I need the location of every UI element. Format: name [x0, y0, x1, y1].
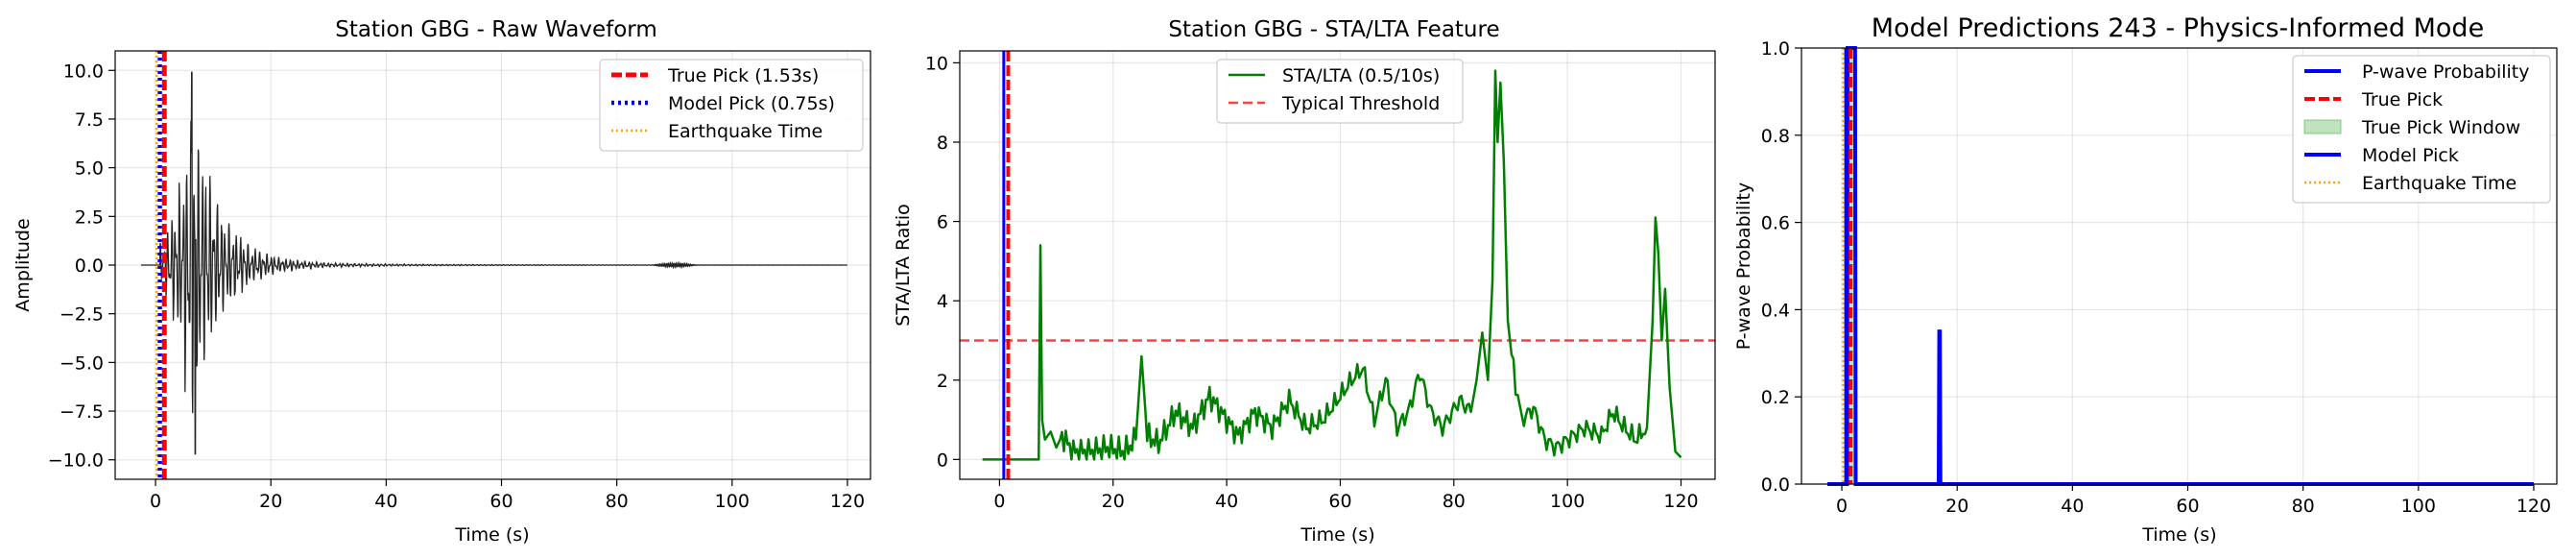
y-tick-label: 8 [937, 133, 948, 154]
panel1-legend: True Pick (1.53s) Model Pick (0.75s) Ear… [599, 59, 864, 152]
x-tick-label: 20 [1102, 491, 1125, 512]
y-tick-label: 2 [937, 371, 948, 392]
legend-threshold-label: Typical Threshold [1281, 93, 1440, 114]
panel-raw-waveform: Station GBG - Raw Waveform 0 20 40 60 80 100 1… [12, 17, 871, 546]
legend-sta-lta-label: STA/LTA (0.5/10s) [1282, 65, 1440, 86]
panel-sta-lta: Station GBG - STA/LTA Feature 0 20 40 60 80 1… [893, 17, 1716, 546]
x-tick-label: 120 [1663, 491, 1698, 512]
x-tick-label: 0 [1836, 496, 1848, 517]
legend-true-pick-label: True Pick (1.53s) [667, 65, 819, 86]
x-tick-label: 0 [993, 491, 1005, 512]
x-tick-label: 40 [2061, 496, 2084, 517]
panel3-xlabel: Time (s) [2141, 524, 2216, 546]
x-tick-label: 100 [715, 491, 750, 512]
panel3-legend: P-wave Probability True Pick True Pick W… [2292, 55, 2551, 204]
x-tick-label: 20 [259, 491, 282, 512]
y-tick-label: −7.5 [60, 401, 104, 423]
legend-earthquake-time-label: Earthquake Time [2362, 173, 2516, 194]
panel3-frame [1801, 47, 2558, 485]
y-tick-label: 0.8 [1761, 126, 1790, 147]
panel1-plot-area [141, 51, 847, 479]
x-tick-label: 80 [2292, 496, 2315, 517]
y-tick-label: 0.6 [1761, 213, 1790, 234]
x-tick-label: 120 [830, 491, 865, 512]
y-tick-label: 0.2 [1761, 387, 1790, 408]
panel1-ticks: 0 20 40 60 80 100 120 −10.0 −7.5 −5.0 −2.5 0.0 2.5 5.… [48, 61, 865, 512]
panel2-ticks: 0 20 40 60 80 100 120 0 2 4 6 8 10 [925, 53, 1699, 512]
panel1-title: Station GBG - Raw Waveform [335, 17, 656, 42]
panel2-plot-area [960, 51, 1715, 479]
y-tick-label: −10.0 [48, 450, 104, 472]
panel3-ylabel: P-wave Probability [1733, 182, 1754, 351]
panel2-title: Station GBG - STA/LTA Feature [1168, 17, 1499, 42]
x-tick-label: 80 [606, 491, 629, 512]
sta-lta-line [982, 69, 1682, 461]
y-tick-label: 1.0 [1761, 38, 1790, 60]
x-tick-label: 0 [150, 491, 161, 512]
y-tick-label: 4 [937, 291, 948, 312]
x-tick-label: 20 [1945, 496, 1968, 517]
legend-window-label: True Pick Window [2361, 117, 2520, 138]
y-tick-label: −5.0 [60, 352, 104, 374]
y-tick-label: 0.0 [1761, 474, 1790, 496]
y-tick-label: 0.0 [75, 255, 104, 277]
legend-earthquake-time-label: Earthquake Time [668, 121, 823, 142]
legend-model-pick-label: Model Pick (0.75s) [668, 93, 835, 114]
y-tick-label: 6 [937, 212, 948, 233]
y-tick-label: 0 [937, 450, 948, 471]
panel3-title: Model Predictions 243 - Physics-Informed… [1872, 13, 2484, 43]
y-tick-label: 2.5 [75, 207, 104, 228]
y-tick-label: 0.4 [1761, 300, 1790, 321]
legend-window-swatch [2303, 119, 2342, 134]
panel1-xlabel: Time (s) [454, 524, 529, 546]
panel-model-predictions: Model Predictions 243 - Physics-Informed… [1733, 13, 2558, 546]
x-tick-label: 40 [374, 491, 397, 512]
x-tick-label: 100 [1550, 491, 1585, 512]
y-tick-label: 10.0 [63, 61, 104, 82]
legend-true-pick-label: True Pick [2361, 89, 2443, 110]
x-tick-label: 40 [1215, 491, 1238, 512]
x-tick-label: 60 [489, 491, 513, 512]
panel3-ticks: 0 20 40 60 80 100 120 0.0 0.2 0.4 0.6 0.8 1.0 [1761, 38, 2551, 517]
y-tick-label: 7.5 [75, 109, 104, 131]
y-tick-label: 5.0 [75, 158, 104, 180]
legend-p-wave-label: P-wave Probability [2362, 61, 2530, 83]
x-tick-label: 120 [2516, 496, 2551, 517]
x-tick-label: 60 [1328, 491, 1351, 512]
x-tick-label: 60 [2176, 496, 2199, 517]
panel2-frame [959, 50, 1716, 480]
panel1-ylabel: Amplitude [12, 218, 34, 311]
panel2-legend: STA/LTA (0.5/10s) Typical Threshold [1216, 59, 1464, 124]
x-tick-label: 80 [1443, 491, 1466, 512]
y-tick-label: −2.5 [60, 304, 104, 326]
panel2-xlabel: Time (s) [1300, 524, 1374, 546]
panel2-ylabel: STA/LTA Ratio [893, 204, 914, 327]
raw-waveform-line [141, 71, 847, 455]
legend-model-pick-label: Model Pick [2362, 145, 2459, 166]
y-tick-label: 10 [925, 53, 948, 74]
x-tick-label: 100 [2401, 496, 2436, 517]
